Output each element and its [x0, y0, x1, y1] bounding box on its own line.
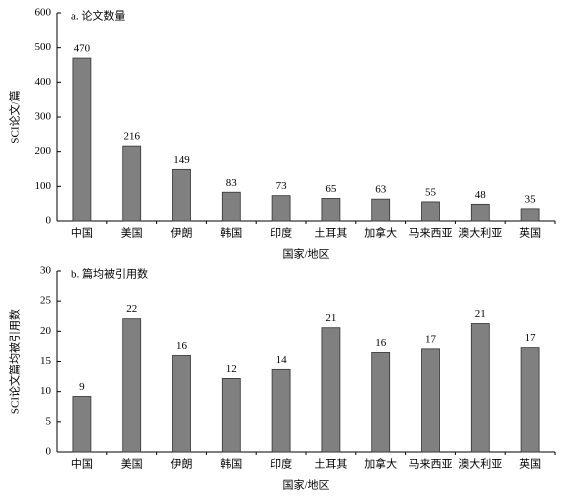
y-tick-label: 100 — [35, 180, 52, 192]
bar — [72, 396, 92, 453]
value-label: 16 — [375, 337, 387, 349]
x-tick-label: 土耳其 — [314, 227, 347, 240]
x-tick-label: 加拿大 — [364, 457, 397, 471]
bar — [470, 203, 490, 222]
y-tick-label: 30 — [40, 265, 52, 277]
x-tick-label: 美国 — [121, 458, 143, 471]
y-tick-label: 0 — [46, 446, 52, 458]
bar — [221, 377, 241, 453]
bar — [470, 323, 490, 453]
value-label: 14 — [276, 354, 288, 366]
x-tick-label: 马来西亚 — [409, 227, 453, 240]
y-tick-label: 15 — [40, 355, 52, 367]
x-tick-label: 韩国 — [220, 457, 242, 471]
value-label: 48 — [475, 189, 487, 201]
x-tick-label: 伊朗 — [171, 458, 193, 471]
x-tick-label: 伊朗 — [171, 227, 193, 240]
bar — [172, 168, 191, 222]
value-label: 16 — [176, 340, 188, 352]
bar — [520, 347, 540, 453]
bar — [271, 195, 291, 222]
value-label: 55 — [425, 186, 437, 198]
bar — [122, 318, 142, 453]
value-label: 470 — [74, 43, 91, 55]
chart-title: b. 篇均被引用数 — [71, 267, 148, 281]
value-label: 65 — [325, 183, 337, 195]
x-tick-label: 土耳其 — [314, 458, 347, 471]
x-axis-label: 国家/地区 — [282, 478, 329, 492]
value-label: 21 — [475, 308, 486, 320]
bar — [221, 191, 241, 222]
x-tick-label: 马来西亚 — [409, 458, 453, 471]
x-tick-label: 英国 — [519, 457, 541, 471]
x-tick-label: 英国 — [519, 226, 541, 240]
y-tick-label: 300 — [35, 111, 52, 123]
x-tick-label: 澳大利亚 — [458, 457, 502, 471]
value-label: 63 — [375, 184, 387, 196]
y-tick-label: 25 — [40, 295, 52, 307]
bar — [122, 145, 142, 222]
y-tick-label: 0 — [46, 215, 52, 227]
bar — [321, 327, 341, 453]
value-label: 35 — [525, 193, 537, 205]
y-axis-label: SCI论文篇均被引用数 — [8, 309, 22, 414]
x-tick-label: 韩国 — [220, 226, 242, 240]
value-label: 216 — [123, 131, 140, 143]
y-axis-label: SCI论文/篇 — [8, 90, 22, 143]
value-label: 17 — [525, 332, 537, 344]
x-tick-label: 中国 — [71, 458, 93, 471]
x-tick-label: 美国 — [121, 227, 143, 240]
bar — [371, 352, 391, 453]
bar — [72, 57, 92, 222]
value-label: 149 — [173, 154, 190, 166]
bar — [421, 348, 440, 453]
value-label: 83 — [226, 177, 238, 189]
value-label: 12 — [226, 363, 237, 375]
y-tick-label: 500 — [35, 41, 52, 53]
x-tick-label: 印度 — [270, 457, 292, 471]
bar — [421, 201, 440, 222]
y-tick-label: 10 — [40, 385, 52, 397]
value-label: 21 — [325, 312, 336, 324]
value-label: 17 — [425, 333, 437, 345]
x-tick-label: 印度 — [270, 226, 292, 240]
value-label: 22 — [126, 303, 137, 315]
bar — [271, 368, 291, 453]
chart-title: a. 论文数量 — [71, 9, 125, 23]
bar — [172, 355, 191, 453]
x-tick-label: 加拿大 — [364, 226, 397, 240]
y-tick-label: 400 — [35, 76, 52, 88]
y-tick-label: 600 — [35, 7, 52, 19]
bar — [321, 198, 341, 222]
value-label: 73 — [276, 180, 288, 192]
value-label: 9 — [79, 381, 85, 393]
y-tick-label: 200 — [35, 145, 52, 157]
y-tick-label: 20 — [40, 325, 52, 337]
x-tick-label: 澳大利亚 — [458, 226, 502, 240]
bar — [371, 198, 391, 222]
y-tick-label: 5 — [46, 415, 52, 427]
x-axis-label: 国家/地区 — [282, 247, 329, 261]
x-tick-label: 中国 — [71, 227, 93, 240]
bar — [520, 208, 540, 222]
